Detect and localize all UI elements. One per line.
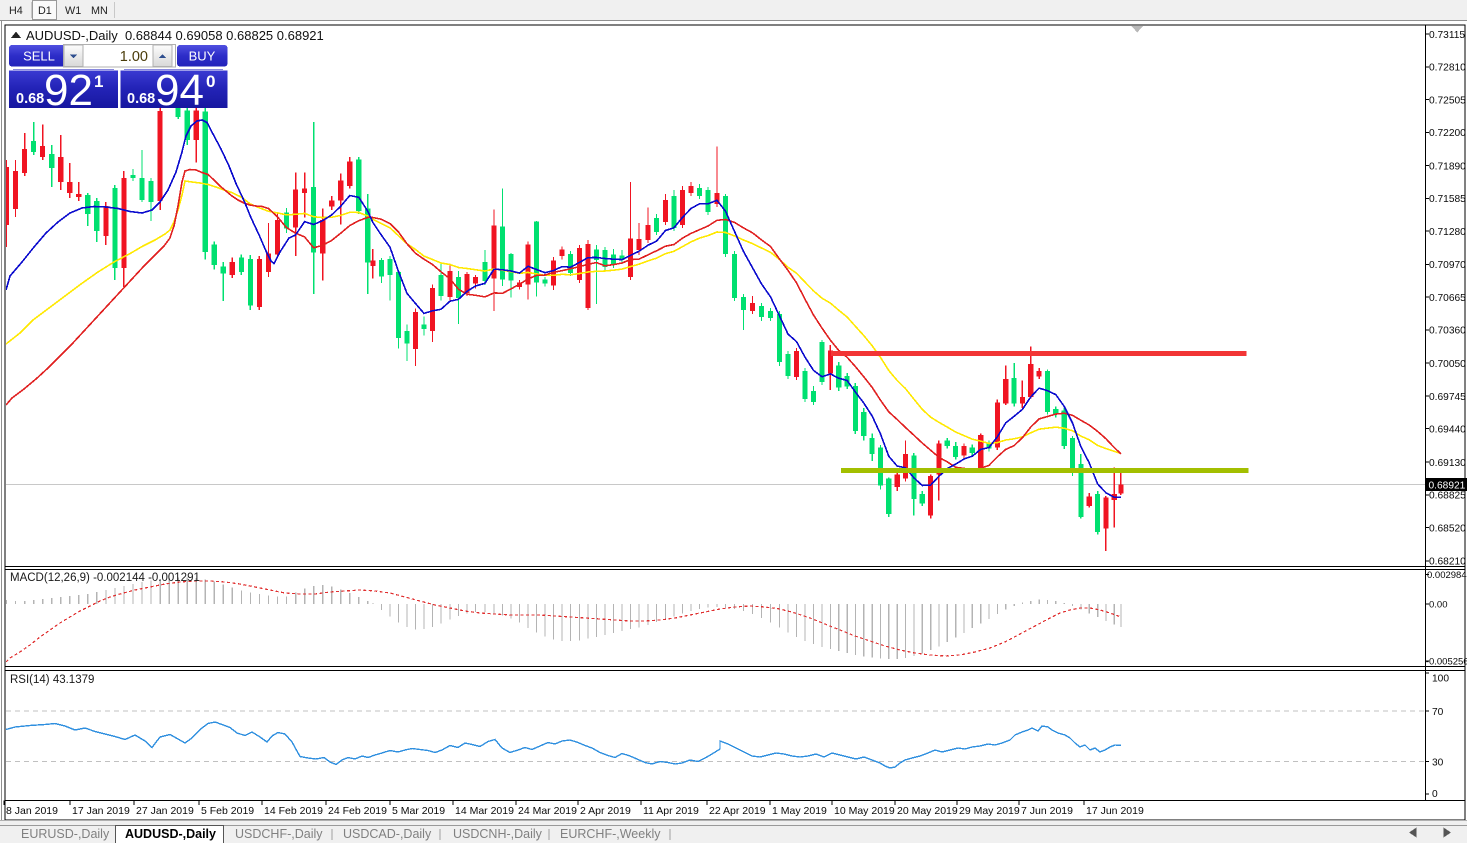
svg-text:0.71890: 0.71890 xyxy=(1429,161,1466,172)
svg-text:H4: H4 xyxy=(9,5,23,17)
svg-text:0.002984: 0.002984 xyxy=(1427,570,1467,581)
svg-text:0.72505: 0.72505 xyxy=(1429,95,1466,106)
svg-text:MACD(12,26,9) -0.002144 -0.001: MACD(12,26,9) -0.002144 -0.001291 xyxy=(10,572,200,584)
svg-text:0.71585: 0.71585 xyxy=(1429,194,1466,205)
svg-text:17 Jun 2019: 17 Jun 2019 xyxy=(1086,805,1144,817)
svg-text:SELL: SELL xyxy=(23,49,55,64)
svg-text:17 Jan 2019: 17 Jan 2019 xyxy=(72,805,130,817)
svg-text:0.68: 0.68 xyxy=(127,91,155,107)
svg-text:0.71280: 0.71280 xyxy=(1429,227,1466,238)
svg-text:24 Feb 2019: 24 Feb 2019 xyxy=(328,805,387,817)
svg-text:EURUSD-,Daily: EURUSD-,Daily xyxy=(21,827,110,841)
svg-text:0.70665: 0.70665 xyxy=(1429,293,1466,304)
svg-text:MN: MN xyxy=(91,5,108,17)
svg-text:2 Apr 2019: 2 Apr 2019 xyxy=(580,805,631,817)
svg-text:USDCNH-,Daily: USDCNH-,Daily xyxy=(453,827,543,841)
svg-text:22 Apr 2019: 22 Apr 2019 xyxy=(709,805,766,817)
svg-text:0.00: 0.00 xyxy=(1429,600,1448,611)
svg-text:0.68: 0.68 xyxy=(16,91,44,107)
svg-text:0.70050: 0.70050 xyxy=(1429,359,1466,370)
svg-text:27 Jan 2019: 27 Jan 2019 xyxy=(136,805,194,817)
svg-text:0.68210: 0.68210 xyxy=(1429,557,1466,568)
svg-text:1 May 2019: 1 May 2019 xyxy=(772,805,827,817)
svg-text:14 Mar 2019: 14 Mar 2019 xyxy=(455,805,514,817)
svg-text:11 Apr 2019: 11 Apr 2019 xyxy=(643,805,699,817)
svg-text:EURCHF-,Weekly: EURCHF-,Weekly xyxy=(560,827,661,841)
svg-text:-0.005256: -0.005256 xyxy=(1426,656,1467,667)
svg-text:5 Feb 2019: 5 Feb 2019 xyxy=(201,805,254,817)
svg-text:0.69745: 0.69745 xyxy=(1429,392,1466,403)
svg-text:24 Mar 2019: 24 Mar 2019 xyxy=(518,805,577,817)
svg-text:1.00: 1.00 xyxy=(120,49,148,65)
svg-text:BUY: BUY xyxy=(189,49,216,64)
svg-text:0.72810: 0.72810 xyxy=(1429,63,1466,74)
svg-text:1: 1 xyxy=(94,72,103,91)
svg-text:0.70970: 0.70970 xyxy=(1429,260,1466,271)
svg-text:92: 92 xyxy=(44,66,93,115)
svg-text:0.68520: 0.68520 xyxy=(1429,523,1466,534)
svg-text:W1: W1 xyxy=(65,5,81,17)
svg-text:70: 70 xyxy=(1432,707,1444,718)
svg-text:94: 94 xyxy=(155,66,204,115)
svg-text:D1: D1 xyxy=(38,5,52,17)
svg-text:14 Feb 2019: 14 Feb 2019 xyxy=(264,805,323,817)
svg-text:7 Jun 2019: 7 Jun 2019 xyxy=(1021,805,1073,817)
svg-text:0: 0 xyxy=(1432,789,1438,800)
svg-text:20 May 2019: 20 May 2019 xyxy=(897,805,958,817)
svg-text:0.73115: 0.73115 xyxy=(1429,30,1465,41)
svg-text:5 Mar 2019: 5 Mar 2019 xyxy=(392,805,445,817)
svg-text:USDCHF-,Daily: USDCHF-,Daily xyxy=(235,827,323,841)
svg-text:10 May 2019: 10 May 2019 xyxy=(834,805,895,817)
svg-text:0: 0 xyxy=(206,72,215,91)
svg-text:0.70360: 0.70360 xyxy=(1429,326,1466,337)
svg-text:8 Jan 2019: 8 Jan 2019 xyxy=(6,805,58,817)
svg-text:100: 100 xyxy=(1432,674,1449,685)
svg-text:0.68921: 0.68921 xyxy=(1429,480,1466,491)
svg-text:USDCAD-,Daily: USDCAD-,Daily xyxy=(343,827,432,841)
svg-text:30: 30 xyxy=(1432,757,1444,768)
svg-text:AUDUSD-,Daily 0.68844 0.69058: AUDUSD-,Daily 0.68844 0.69058 0.68825 0.… xyxy=(26,28,324,43)
svg-text:0.69440: 0.69440 xyxy=(1429,425,1466,436)
svg-text:RSI(14) 43.1379: RSI(14) 43.1379 xyxy=(10,674,94,686)
svg-text:AUDUSD-,Daily: AUDUSD-,Daily xyxy=(125,827,216,841)
svg-text:29 May 2019: 29 May 2019 xyxy=(959,805,1020,817)
svg-text:0.68825: 0.68825 xyxy=(1429,491,1466,502)
svg-text:0.69130: 0.69130 xyxy=(1429,458,1466,469)
svg-text:0.72200: 0.72200 xyxy=(1429,128,1466,139)
